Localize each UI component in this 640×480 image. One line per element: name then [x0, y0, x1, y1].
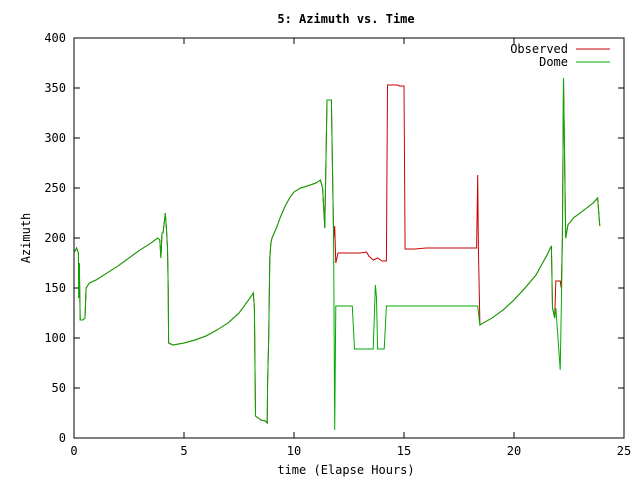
- y-tick-label: 250: [44, 181, 66, 195]
- plot-frame: [73, 37, 625, 439]
- x-tick-label: 0: [70, 444, 77, 458]
- series-lines: [73, 77, 601, 431]
- x-tick-label: 15: [397, 444, 411, 458]
- y-tick-label: 100: [44, 331, 66, 345]
- y-tick-label: 400: [44, 31, 66, 45]
- y-tick-label: 350: [44, 81, 66, 95]
- series-line-observed: [73, 77, 601, 425]
- x-tick-label: 10: [287, 444, 301, 458]
- x-tick-label: 20: [507, 444, 521, 458]
- y-tick-label: 0: [59, 431, 66, 445]
- legend-label-dome: Dome: [539, 55, 568, 69]
- y-axis-label: Azimuth: [19, 213, 33, 264]
- series-line-dome: [73, 77, 601, 431]
- y-tick-label: 50: [52, 381, 66, 395]
- legend-label-observed: Observed: [510, 42, 568, 56]
- x-axis-label: time (Elapse Hours): [277, 463, 414, 477]
- y-tick-label: 300: [44, 131, 66, 145]
- y-tick-label: 200: [44, 231, 66, 245]
- x-tick-label: 25: [617, 444, 631, 458]
- y-tick-label: 150: [44, 281, 66, 295]
- x-tick-label: 5: [180, 444, 187, 458]
- chart-title: 5: Azimuth vs. Time: [277, 12, 414, 26]
